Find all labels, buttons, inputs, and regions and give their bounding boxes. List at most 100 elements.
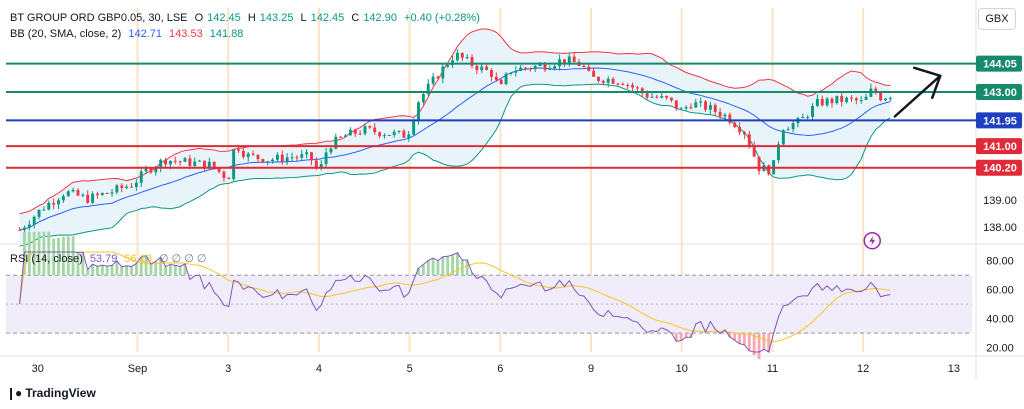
candle bbox=[859, 95, 863, 104]
candle-body bbox=[193, 161, 197, 166]
candle-body bbox=[412, 121, 416, 135]
candle bbox=[733, 120, 737, 129]
candle-body bbox=[713, 105, 717, 112]
bb-legend[interactable]: BB (20, SMA, close, 2) 142.71 143.53 141… bbox=[10, 28, 247, 40]
candle-body bbox=[134, 182, 138, 187]
candle bbox=[592, 67, 596, 77]
candle-body bbox=[217, 168, 221, 172]
candle-body bbox=[674, 100, 678, 109]
candle bbox=[110, 188, 114, 197]
candle-body bbox=[499, 79, 503, 85]
candle-body bbox=[52, 203, 56, 205]
rsi-tick-label: 60.00 bbox=[986, 285, 1014, 297]
candle-body bbox=[553, 66, 557, 69]
currency-button[interactable]: GBX bbox=[978, 8, 1016, 30]
candle-body bbox=[81, 194, 85, 196]
candle bbox=[237, 147, 240, 153]
candle bbox=[421, 92, 425, 106]
tradingview-logo[interactable]: ❙● TradingView bbox=[6, 386, 96, 400]
candle-body bbox=[373, 127, 377, 133]
candle-body bbox=[300, 154, 304, 158]
candle-body bbox=[874, 88, 878, 93]
candle bbox=[280, 150, 284, 165]
candle-body bbox=[159, 159, 163, 168]
rsi-line bbox=[19, 251, 891, 353]
rsi-legend[interactable]: RSI (14, close) 53.79 56.13 ∅ ∅ ∅ ∅ bbox=[10, 252, 211, 265]
high-value: 143.25 bbox=[259, 12, 294, 24]
candle bbox=[358, 130, 362, 136]
candle bbox=[830, 97, 834, 108]
candle-body bbox=[339, 136, 343, 138]
candle-body bbox=[460, 52, 464, 58]
candle-body bbox=[353, 129, 357, 134]
candle bbox=[499, 77, 503, 85]
time-tick-label: 9 bbox=[588, 363, 594, 375]
candle bbox=[227, 177, 231, 180]
candle-body bbox=[665, 95, 669, 98]
candle-body bbox=[543, 64, 547, 70]
candle-body bbox=[100, 192, 104, 195]
candle-body bbox=[733, 122, 737, 128]
candle-body bbox=[490, 70, 493, 77]
candle bbox=[597, 76, 600, 83]
candle-body bbox=[699, 101, 703, 103]
candle bbox=[183, 157, 187, 162]
price-tick-label: 138.00 bbox=[983, 222, 1017, 234]
candle-body bbox=[212, 161, 216, 169]
price-tick-label: 139.00 bbox=[983, 195, 1017, 207]
candle bbox=[105, 192, 109, 194]
candle bbox=[300, 149, 304, 161]
candle-body bbox=[144, 168, 148, 172]
candle bbox=[825, 97, 829, 108]
candle-body bbox=[752, 145, 756, 157]
candle-body bbox=[592, 70, 596, 77]
candle-body bbox=[879, 92, 883, 101]
candle-body bbox=[18, 229, 22, 231]
candle-body bbox=[888, 97, 892, 99]
candle bbox=[650, 92, 654, 98]
candle-body bbox=[548, 68, 552, 70]
close-value: 142.90 bbox=[363, 12, 397, 24]
candle-body bbox=[115, 185, 119, 193]
time-tick-label: 11 bbox=[767, 363, 778, 375]
candle-body bbox=[237, 149, 240, 151]
candle bbox=[139, 166, 143, 187]
bb-basis-value: 142.71 bbox=[128, 28, 162, 40]
candle bbox=[412, 118, 416, 136]
candle bbox=[480, 64, 484, 73]
candle-body bbox=[246, 153, 250, 158]
candle-body bbox=[742, 132, 746, 135]
symbol-title[interactable]: BT GROUP ORD GBP0.05, 30, LSE bbox=[10, 12, 188, 24]
candle-body bbox=[387, 135, 391, 137]
candle-body bbox=[786, 129, 790, 131]
candle-body bbox=[285, 157, 289, 162]
candle-body bbox=[183, 158, 187, 162]
candle bbox=[786, 126, 790, 131]
candle bbox=[222, 170, 226, 182]
candle bbox=[475, 64, 479, 75]
level-price-tag bbox=[976, 159, 1022, 176]
candle-body bbox=[718, 111, 722, 117]
candle bbox=[485, 64, 489, 71]
bollinger-band-fill bbox=[19, 29, 891, 247]
candle bbox=[246, 152, 250, 162]
candle-body bbox=[120, 185, 124, 188]
candle bbox=[528, 67, 532, 72]
candle-body bbox=[334, 136, 338, 149]
candle bbox=[18, 227, 22, 231]
candle bbox=[173, 156, 177, 165]
candle bbox=[134, 179, 138, 192]
candle bbox=[601, 79, 605, 86]
candle-body bbox=[538, 64, 542, 66]
candle-body bbox=[738, 127, 742, 133]
candle bbox=[874, 86, 878, 95]
candle-body bbox=[368, 126, 372, 128]
candle-body bbox=[66, 191, 70, 197]
candle bbox=[32, 215, 36, 229]
candle-body bbox=[290, 157, 294, 159]
candle bbox=[849, 94, 853, 103]
candle-body bbox=[645, 93, 649, 98]
candle-body bbox=[407, 134, 411, 138]
